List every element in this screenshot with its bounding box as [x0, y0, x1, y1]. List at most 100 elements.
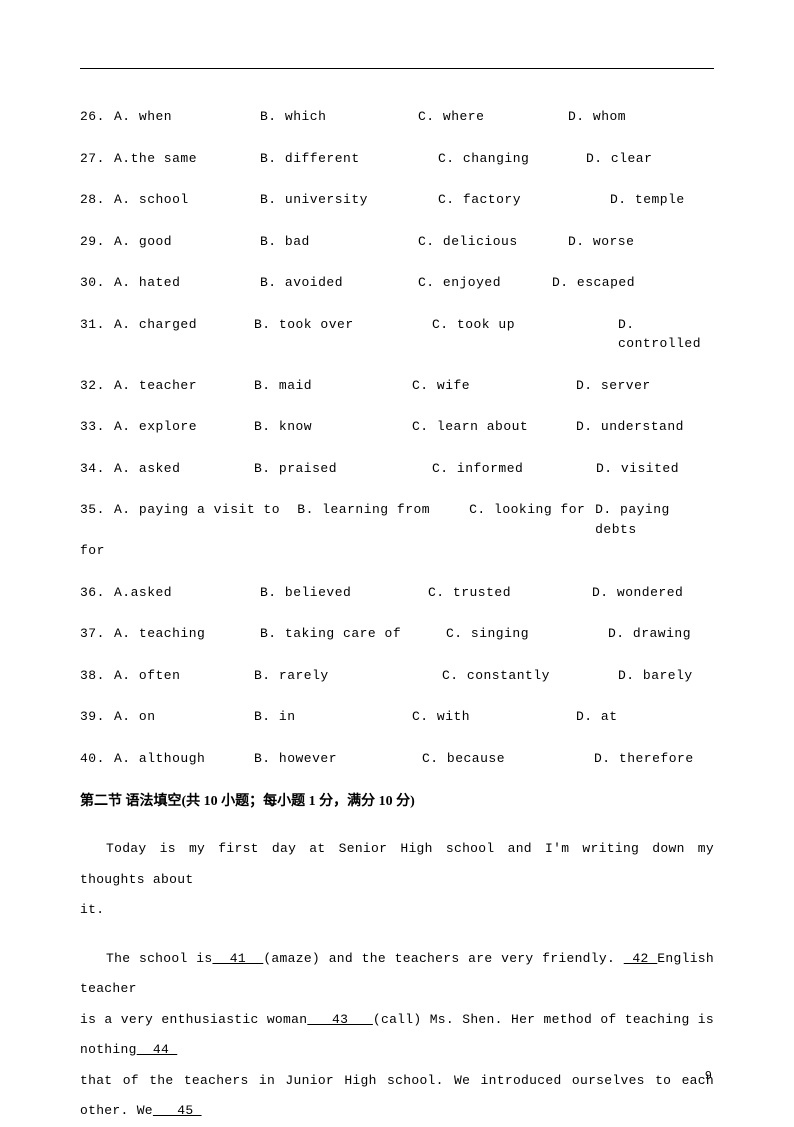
option-d: D. at — [576, 707, 714, 727]
text: (amaze) and the teachers are very friend… — [263, 951, 623, 966]
option-c: C. delicious — [418, 232, 568, 252]
question-number: 40. — [80, 749, 114, 769]
option-b: B. praised — [254, 459, 432, 479]
option-c: C. wife — [412, 376, 576, 396]
option-d: D. worse — [568, 232, 714, 252]
question-number: 39. — [80, 707, 114, 727]
option-c: C. constantly — [442, 666, 618, 686]
option-d: D. whom — [568, 107, 714, 127]
header-rule — [80, 68, 714, 69]
text: The school is — [106, 951, 212, 966]
text: it. — [80, 902, 104, 917]
blank-43: 43 — [307, 1012, 373, 1027]
question-row: 35.A. paying a visit toB. learning fromC… — [80, 500, 714, 539]
option-a: A. although — [114, 749, 254, 769]
question-row: 29.A. goodB. badC. deliciousD. worse — [80, 232, 714, 252]
option-c: C. because — [422, 749, 594, 769]
option-c: C. learn about — [412, 417, 576, 437]
option-a: A. often — [114, 666, 254, 686]
para1-cont: it. — [80, 895, 714, 926]
question-number: 38. — [80, 666, 114, 686]
question-row: 40. A. althoughB. howeverC. becauseD. th… — [80, 749, 714, 769]
question-row: 37.A. teachingB. taking care ofC. singin… — [80, 624, 714, 644]
option-b: B. believed — [260, 583, 428, 603]
option-b: B. learning from — [297, 500, 469, 539]
option-c: C. took up — [432, 315, 618, 354]
option-d: D. controlled — [618, 315, 714, 354]
option-d: D. visited — [596, 459, 714, 479]
question-row: 33. A. exploreB. knowC. learn aboutD. un… — [80, 417, 714, 437]
option-a: A. good — [114, 232, 260, 252]
question-row: 38. A. oftenB. rarelyC. constantlyD. bar… — [80, 666, 714, 686]
option-b: B. rarely — [254, 666, 442, 686]
option-a: A. asked — [114, 459, 254, 479]
para2-line3: that of the teachers in Junior High scho… — [80, 1066, 714, 1127]
question-row-cont: for — [80, 541, 714, 561]
blank-41: 41 — [212, 951, 263, 966]
option-d: D. barely — [618, 666, 714, 686]
option-d: D. escaped — [552, 273, 714, 293]
question-number: 37. — [80, 624, 114, 644]
question-number: 30. — [80, 273, 114, 293]
option-b: B. maid — [254, 376, 412, 396]
option-b: B. which — [260, 107, 418, 127]
option-b: B. took over — [254, 315, 432, 354]
option-a: A. explore — [114, 417, 254, 437]
section-title: 第二节 语法填空(共 10 小题；每小题 1 分，满分 10 分) — [80, 790, 714, 810]
option-a: A.the same — [114, 149, 260, 169]
text: Today is my first day at Senior High sch… — [80, 841, 714, 887]
blank-42: 42 — [624, 951, 658, 966]
option-b: B. however — [254, 749, 422, 769]
option-a: A. teaching — [114, 624, 260, 644]
option-c: C. factory — [438, 190, 610, 210]
option-c: C. changing — [438, 149, 586, 169]
option-c: C. informed — [432, 459, 596, 479]
para1: Today is my first day at Senior High sch… — [80, 834, 714, 895]
blank-44: 44 — [137, 1042, 178, 1057]
option-a: A. on — [114, 707, 254, 727]
option-b: B. in — [254, 707, 412, 727]
question-row: 36.A.askedB. believedC. trustedD. wonder… — [80, 583, 714, 603]
option-d: D. therefore — [594, 749, 714, 769]
option-d: D. drawing — [608, 624, 714, 644]
option-a: A.asked — [114, 583, 260, 603]
question-number: 31. — [80, 315, 114, 354]
option-a: A. teacher — [114, 376, 254, 396]
question-row: 26.A. whenB. whichC. whereD. whom — [80, 107, 714, 127]
option-d: D. understand — [576, 417, 714, 437]
question-row: 28.A. schoolB. universityC. factoryD. te… — [80, 190, 714, 210]
option-b: B. taking care of — [260, 624, 446, 644]
question-row: 27.A.the sameB. differentC. changingD. c… — [80, 149, 714, 169]
option-b: B. different — [260, 149, 438, 169]
option-b: B. bad — [260, 232, 418, 252]
para2-line2: is a very enthusiastic woman 43 (call) M… — [80, 1005, 714, 1066]
question-row: 30.A. hatedB. avoidedC. enjoyedD. escape… — [80, 273, 714, 293]
question-number: 29. — [80, 232, 114, 252]
question-row: 31. A. chargedB. took overC. took upD. c… — [80, 315, 714, 354]
mcq-questions: 26.A. whenB. whichC. whereD. whom 27.A.th… — [80, 107, 714, 768]
option-c: C. looking for — [469, 500, 595, 539]
question-number: 26. — [80, 107, 114, 127]
page-number: 9 — [705, 1069, 712, 1083]
question-row: 34. A. askedB. praisedC. informedD. visi… — [80, 459, 714, 479]
question-row: 39. A. onB. inC. withD. at — [80, 707, 714, 727]
blank-45: 45 — [153, 1103, 202, 1118]
question-number: 34. — [80, 459, 114, 479]
text: is a very enthusiastic woman — [80, 1012, 307, 1027]
option-d: D. paying debts — [595, 500, 714, 539]
option-a: A. school — [114, 190, 260, 210]
option-c: C. enjoyed — [418, 273, 552, 293]
para2: The school is 41 (amaze) and the teacher… — [80, 944, 714, 1005]
question-row: 32. A. teacherB. maidC. wifeD. server — [80, 376, 714, 396]
option-d: D. wondered — [592, 583, 714, 603]
option-c: C. trusted — [428, 583, 592, 603]
option-b: B. know — [254, 417, 412, 437]
option-b: B. university — [260, 190, 438, 210]
question-number: 36. — [80, 583, 114, 603]
option-a: A. charged — [114, 315, 254, 354]
option-c: C. where — [418, 107, 568, 127]
option-c: C. singing — [446, 624, 608, 644]
option-c: C. with — [412, 707, 576, 727]
question-number: 27. — [80, 149, 114, 169]
question-number: 28. — [80, 190, 114, 210]
